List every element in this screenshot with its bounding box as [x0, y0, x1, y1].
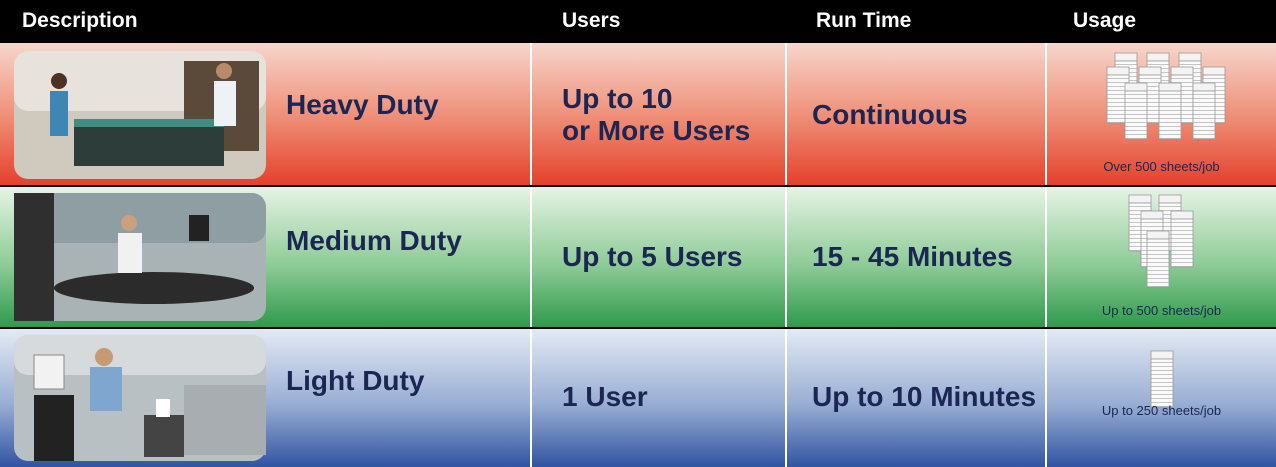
graphic — [90, 367, 122, 411]
column-divider — [785, 187, 787, 327]
description: Medium Duty — [286, 225, 462, 256]
graphic — [1146, 230, 1170, 288]
paper-stack-icon — [1128, 194, 1194, 288]
column-divider — [530, 329, 532, 467]
graphic — [156, 399, 170, 417]
paper-stack-icon — [1150, 350, 1174, 408]
header-cell: Description — [22, 9, 138, 32]
graphic — [144, 415, 184, 457]
graphic — [34, 395, 74, 461]
graphic — [50, 91, 68, 136]
graphic — [216, 63, 232, 79]
column-divider — [1045, 329, 1047, 467]
graphic — [1192, 82, 1216, 140]
run-time: Up to 10 Minutes — [812, 381, 1037, 412]
graphic — [51, 73, 67, 89]
graphic — [189, 215, 209, 241]
users-line: 1 User — [562, 381, 648, 412]
photo — [14, 51, 266, 179]
graphic — [33, 354, 65, 390]
graphic — [74, 121, 224, 166]
table-row: Light Duty 1 User Up to 10 Minutes Up to… — [0, 329, 1276, 467]
column-divider — [1045, 187, 1047, 327]
description: Heavy Duty — [286, 89, 439, 120]
users: Up to 10 or More Users — [562, 83, 750, 147]
header-cell: Run Time — [816, 9, 912, 32]
column-divider — [1045, 43, 1047, 185]
column-divider — [785, 329, 787, 467]
graphic — [1170, 210, 1194, 268]
table-row: Heavy Duty Up to 10 or More Users Contin… — [0, 43, 1276, 185]
photo — [14, 335, 266, 461]
description: Light Duty — [286, 365, 425, 396]
usage: Over 500 sheets/job — [1103, 159, 1220, 174]
graphic — [118, 233, 142, 273]
users: 1 User — [562, 381, 648, 413]
header-cell: Users — [562, 9, 621, 32]
graphic — [1124, 82, 1148, 140]
graphic — [121, 215, 137, 231]
graphic — [1150, 350, 1174, 408]
column-divider — [530, 187, 532, 327]
header-cell: Usage — [1073, 9, 1137, 32]
column-divider — [530, 43, 532, 185]
graphic — [54, 272, 254, 304]
graphic — [1158, 82, 1182, 140]
users-line: or More Users — [562, 115, 751, 146]
photo — [14, 193, 266, 321]
users-line: Up to 10 — [562, 83, 673, 114]
users: Up to 5 Users — [562, 241, 743, 273]
paper-stack-icon — [1106, 52, 1226, 140]
graphic — [74, 119, 224, 127]
graphic — [14, 335, 266, 375]
run-time: 15 - 45 Minutes — [812, 241, 1013, 272]
run-time: Continuous — [812, 99, 968, 130]
graphic — [214, 81, 236, 126]
usage: Up to 250 sheets/job — [1101, 403, 1222, 418]
graphic — [14, 193, 54, 321]
usage: Up to 500 sheets/job — [1101, 303, 1222, 318]
users-line: Up to 5 Users — [562, 241, 743, 272]
table-row: Medium Duty Up to 5 Users 15 - 45 Minute… — [0, 187, 1276, 327]
column-divider — [785, 43, 787, 185]
graphic — [95, 348, 113, 366]
graphic — [184, 385, 266, 455]
